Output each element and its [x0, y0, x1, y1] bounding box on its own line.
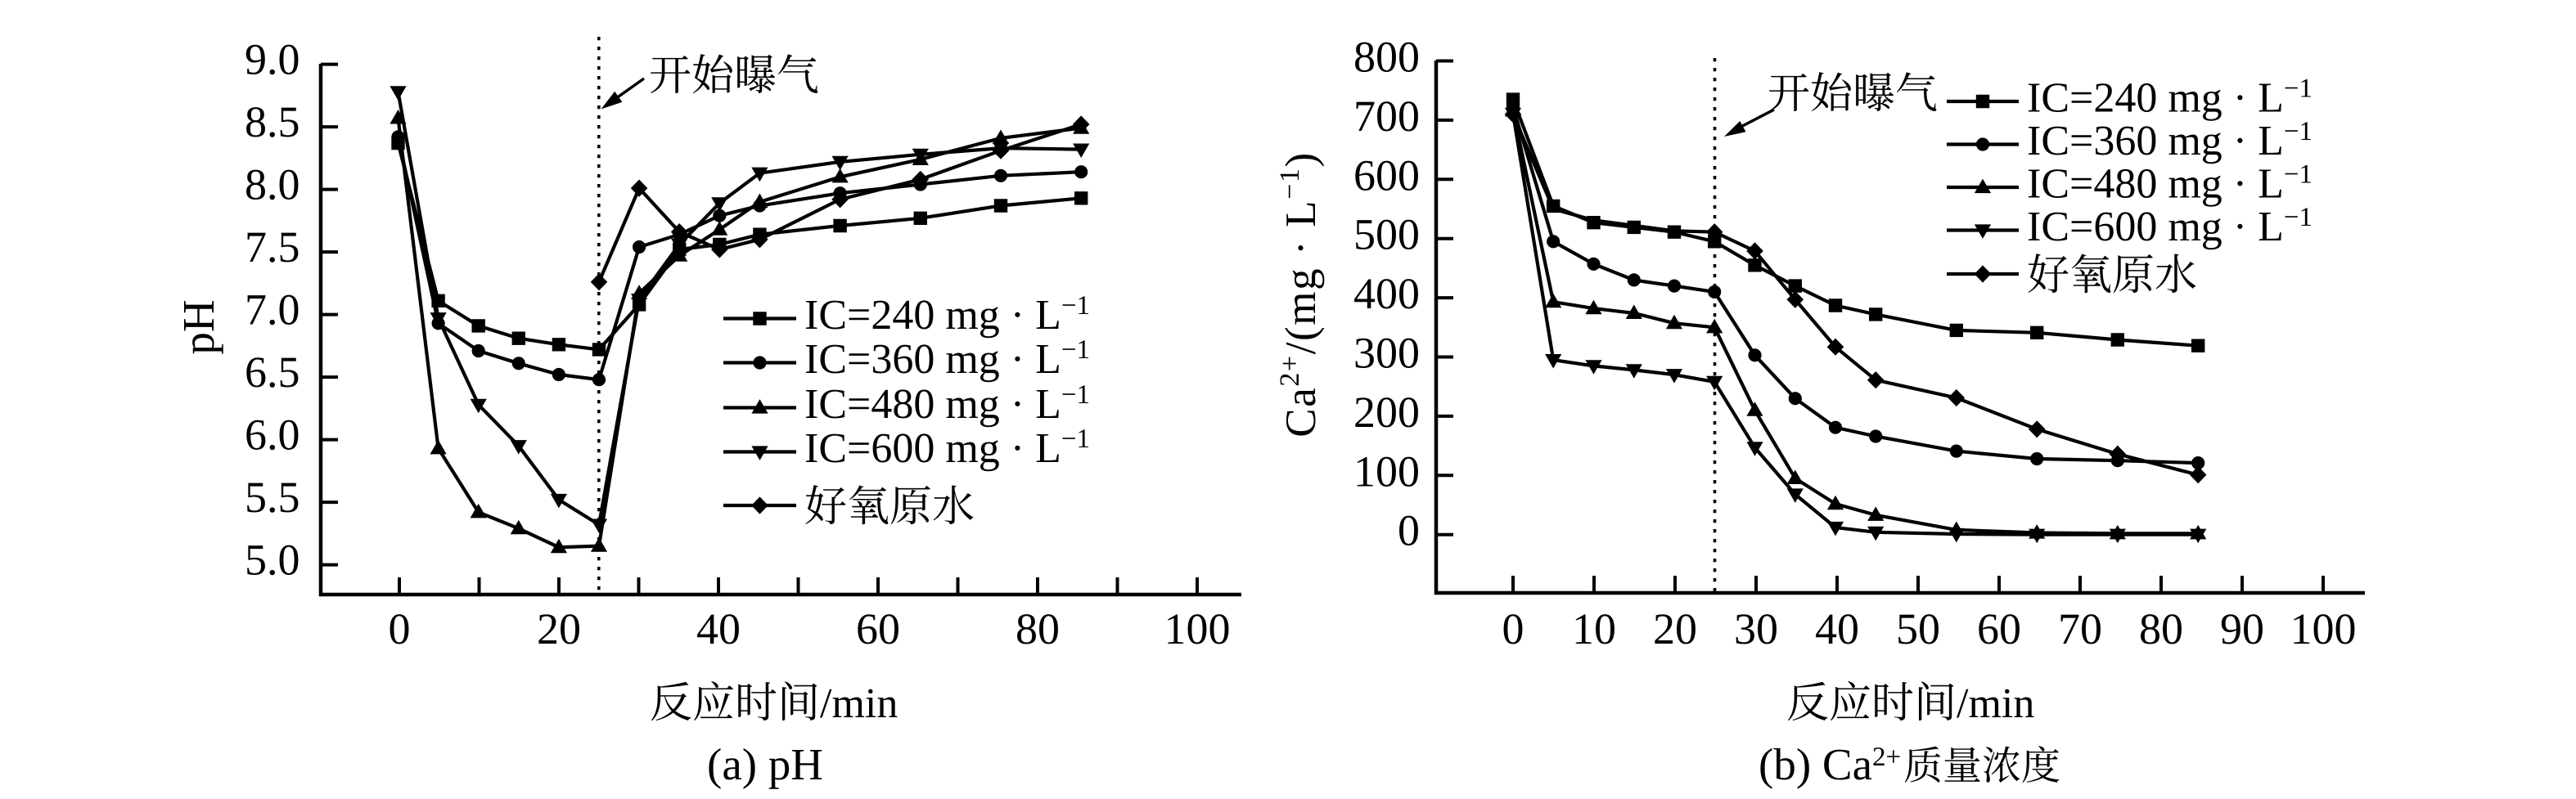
- svg-text:60: 60: [856, 604, 900, 653]
- svg-text:50: 50: [1896, 604, 1940, 653]
- svg-text:40: 40: [1815, 604, 1859, 653]
- svg-text:0: 0: [1398, 506, 1420, 555]
- svg-text:200: 200: [1353, 388, 1420, 437]
- svg-text:70: 70: [2058, 604, 2102, 653]
- svg-text:300: 300: [1353, 329, 1420, 378]
- svg-text:0: 0: [1502, 604, 1524, 653]
- svg-text:90: 90: [2220, 604, 2264, 653]
- svg-text:IC=600 mg · L−1: IC=600 mg · L−1: [804, 424, 1090, 472]
- svg-text:IC=240 mg · L−1: IC=240 mg · L−1: [2027, 74, 2313, 122]
- svg-text:100: 100: [1353, 447, 1420, 496]
- svg-text:80: 80: [2139, 604, 2183, 653]
- svg-text:60: 60: [1977, 604, 2021, 653]
- svg-text:10: 10: [1572, 604, 1616, 653]
- svg-text:8.5: 8.5: [245, 97, 300, 146]
- svg-text:/min: /min: [1957, 680, 2034, 727]
- svg-text:30: 30: [1734, 604, 1778, 653]
- svg-text:IC=480 mg · L−1: IC=480 mg · L−1: [2027, 160, 2313, 208]
- svg-text:IC=240 mg · L−1: IC=240 mg · L−1: [804, 291, 1090, 339]
- svg-text:600: 600: [1353, 150, 1420, 200]
- svg-text:6.5: 6.5: [245, 348, 300, 397]
- svg-text:700: 700: [1353, 92, 1420, 141]
- svg-text:7.0: 7.0: [245, 285, 300, 334]
- svg-text:40: 40: [696, 604, 741, 653]
- svg-text:(a) pH: (a) pH: [707, 739, 823, 789]
- svg-text:9.0: 9.0: [245, 35, 300, 84]
- svg-text:400: 400: [1353, 269, 1420, 318]
- svg-text:7.5: 7.5: [245, 222, 300, 272]
- svg-text:500: 500: [1353, 210, 1420, 259]
- svg-text:100: 100: [2290, 604, 2357, 653]
- svg-text:5.0: 5.0: [245, 536, 300, 585]
- svg-text:Ca2+/(mg · L−1): Ca2+/(mg · L−1): [1275, 151, 1325, 438]
- svg-text:/min: /min: [820, 680, 898, 727]
- svg-text:IC=360 mg · L−1: IC=360 mg · L−1: [804, 335, 1090, 383]
- svg-text:pH: pH: [173, 299, 223, 354]
- svg-text:20: 20: [1653, 604, 1697, 653]
- svg-text:8.0: 8.0: [245, 160, 300, 209]
- svg-text:IC=480 mg · L−1: IC=480 mg · L−1: [804, 380, 1090, 428]
- svg-text:0: 0: [389, 604, 411, 653]
- svg-text:100: 100: [1164, 604, 1231, 653]
- svg-text:IC=600 mg · L−1: IC=600 mg · L−1: [2027, 203, 2313, 250]
- svg-text:80: 80: [1016, 604, 1060, 653]
- svg-text:IC=360 mg · L−1: IC=360 mg · L−1: [2027, 117, 2313, 164]
- svg-text:800: 800: [1353, 33, 1420, 82]
- svg-text:5.5: 5.5: [245, 473, 300, 522]
- svg-text:20: 20: [537, 604, 581, 653]
- svg-text:6.0: 6.0: [245, 411, 300, 460]
